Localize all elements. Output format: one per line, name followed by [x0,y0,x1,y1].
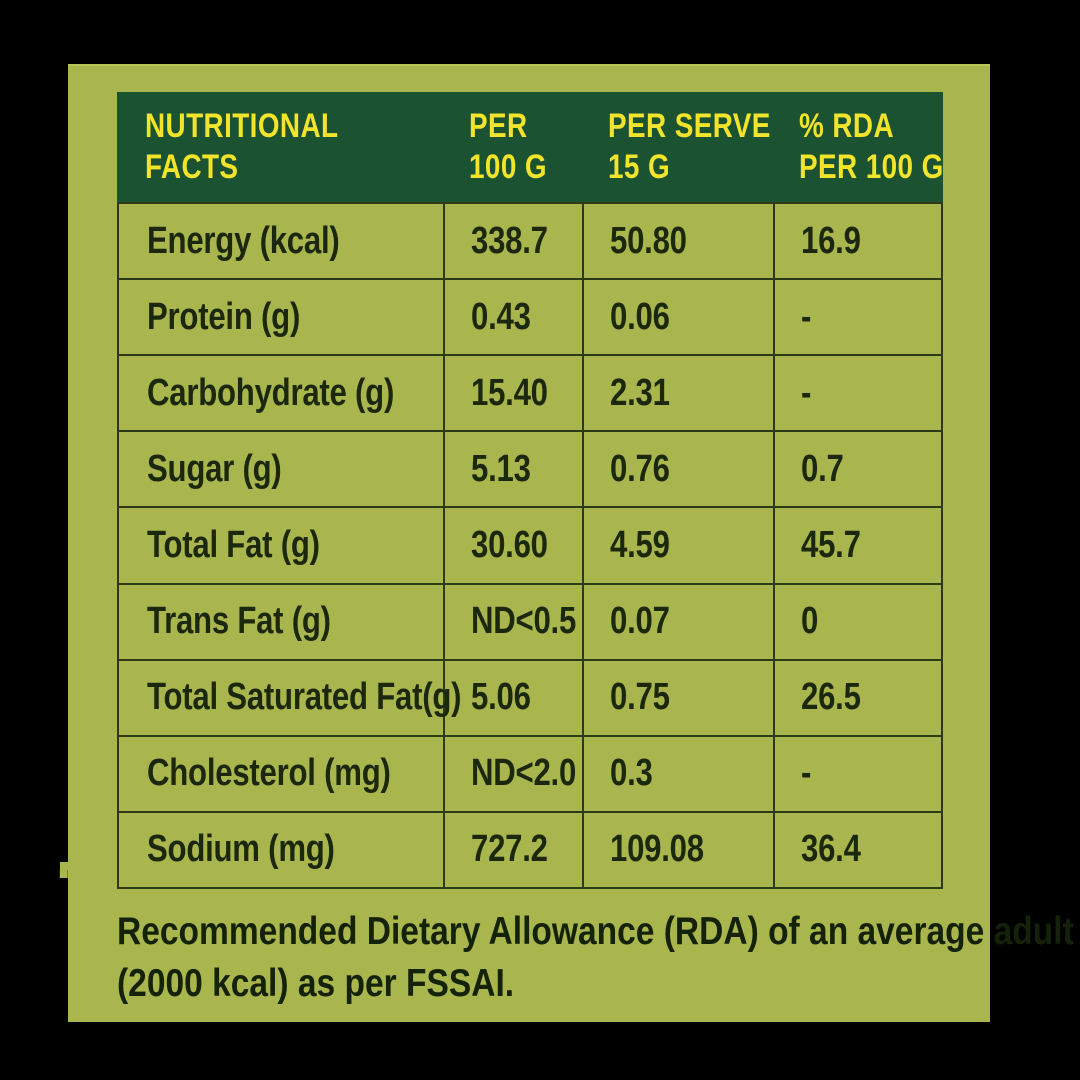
table-row-total-fat: Total Fat (g) 30.60 4.59 45.7 [119,506,941,583]
rda-value: 0.7 [801,447,844,490]
per-serve-value: 109.08 [610,828,704,871]
table-row-sodium: Sodium (mg) 727.2 109.08 36.4 [119,810,941,887]
header-col2-line1: PER [469,107,528,145]
header-col4-line2: PER 100 G [799,148,944,186]
per-serve-value: 4.59 [610,523,670,566]
clipped-edge-text-fragment-bar [60,862,73,870]
nutrient-label: Energy (kcal) [147,219,340,262]
nutrient-label: Sodium (mg) [147,828,335,871]
per-serve-value: 50.80 [610,219,687,262]
header-col1-line2: FACTS [145,148,239,186]
rda-value: - [801,371,812,414]
per-100g-value: 15.40 [471,371,548,414]
rda-value: 36.4 [801,828,861,871]
table-row-cholesterol: Cholesterol (mg) ND<2.0 0.3 - [119,734,941,811]
per-serve-value: 0.75 [610,676,670,719]
nutrient-label: Trans Fat (g) [147,600,331,643]
header-rda: % RDA PER 100 G [773,106,943,188]
nutrient-label: Total Saturated Fat(g) [147,676,462,719]
nutrition-table: NUTRITIONAL FACTS PER 100 G PER SERVE 15… [117,92,943,889]
table-row-trans-fat: Trans Fat (g) ND<0.5 0.07 0 [119,582,941,659]
clipped-edge-text-fragment: . [56,827,72,890]
table-header-row: NUTRITIONAL FACTS PER 100 G PER SERVE 15… [117,92,943,202]
rda-value: - [801,752,812,795]
per-100g-value: 5.06 [471,676,531,719]
per-100g-value: ND<2.0 [471,752,577,795]
per-serve-value: 0.07 [610,600,670,643]
rda-value: 26.5 [801,676,861,719]
per-serve-value: 0.06 [610,295,670,338]
header-per-100g: PER 100 G [443,106,582,188]
per-100g-value: 338.7 [471,219,548,262]
table-row-carbohydrate: Carbohydrate (g) 15.40 2.31 - [119,354,941,431]
header-col3-line2: 15 G [608,148,671,186]
nutrient-label: Sugar (g) [147,447,282,490]
table-row-saturated-fat: Total Saturated Fat(g) 5.06 0.75 26.5 [119,658,941,735]
nutrient-label: Total Fat (g) [147,523,320,566]
per-serve-value: 0.3 [610,752,653,795]
nutrient-label: Carbohydrate (g) [147,371,395,414]
nutrition-label-panel: NUTRITIONAL FACTS PER 100 G PER SERVE 15… [68,64,1074,1022]
header-col2-line2: 100 G [469,148,548,186]
per-100g-value: 30.60 [471,523,548,566]
table-row-energy: Energy (kcal) 338.7 50.80 16.9 [119,204,941,279]
table-row-sugar: Sugar (g) 5.13 0.76 0.7 [119,430,941,507]
table-row-protein: Protein (g) 0.43 0.06 - [119,278,941,355]
nutrient-label: Cholesterol (mg) [147,752,391,795]
per-100g-value: 5.13 [471,447,531,490]
header-col3-line1: PER SERVE [608,107,771,145]
rda-value: - [801,295,812,338]
per-100g-value: 0.43 [471,295,531,338]
per-serve-value: 0.76 [610,447,670,490]
rda-value: 16.9 [801,219,861,262]
header-col4-line1: % RDA [799,107,894,145]
rda-value: 45.7 [801,523,861,566]
header-nutritional-facts: NUTRITIONAL FACTS [117,106,443,188]
rda-disclaimer-line2: (2000 kcal) as per FSSAI. [117,962,515,1005]
table-body: Energy (kcal) 338.7 50.80 16.9 Protein (… [117,202,943,889]
nutrient-label: Protein (g) [147,295,301,338]
header-per-serve: PER SERVE 15 G [582,106,773,188]
rda-disclaimer-line1: Recommended Dietary Allowance (RDA) of a… [117,910,1074,953]
per-100g-value: ND<0.5 [471,600,577,643]
rda-disclaimer: Recommended Dietary Allowance (RDA) of a… [117,906,1074,1010]
per-100g-value: 727.2 [471,828,548,871]
rda-value: 0 [801,600,819,643]
header-col1-line1: NUTRITIONAL [145,107,339,145]
per-serve-value: 2.31 [610,371,670,414]
